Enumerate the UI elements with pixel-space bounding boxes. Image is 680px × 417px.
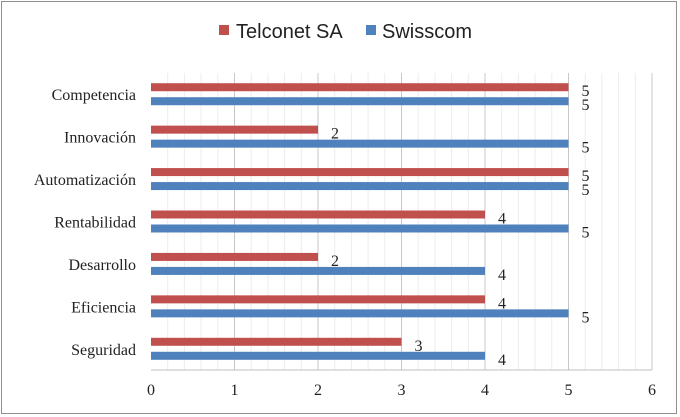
category-label: Desarrollo <box>68 257 136 274</box>
bar-telconet <box>151 337 402 346</box>
data-label: 4 <box>498 295 506 312</box>
legend-label-swisscom: Swisscom <box>382 21 472 43</box>
bar-swisscom <box>151 266 485 275</box>
data-label: 5 <box>582 168 590 185</box>
data-label: 4 <box>498 267 506 284</box>
bar-telconet <box>151 168 569 177</box>
bar-swisscom <box>151 224 569 233</box>
data-label: 5 <box>582 140 590 157</box>
bar-swisscom <box>151 309 569 318</box>
bar-telconet <box>151 210 485 219</box>
x-tick-label: 3 <box>398 382 406 399</box>
x-tick-label: 5 <box>565 382 573 399</box>
data-label: 3 <box>415 338 423 355</box>
category-label: Rentabilidad <box>54 215 136 232</box>
bar-telconet <box>151 295 485 304</box>
category-label: Eficiencia <box>71 299 136 316</box>
legend: Telconet SA Swisscom <box>219 21 472 43</box>
x-tick-label: 4 <box>481 382 489 399</box>
category-label: Innovación <box>64 130 136 147</box>
data-label: 2 <box>331 126 339 143</box>
x-tick-label: 1 <box>231 382 239 399</box>
data-label: 2 <box>331 253 339 270</box>
legend-swatch-telconet <box>219 25 229 35</box>
data-label: 5 <box>582 182 590 199</box>
x-tick-label: 2 <box>314 382 322 399</box>
bar-telconet <box>151 125 318 134</box>
bar-swisscom <box>151 97 569 106</box>
data-label: 5 <box>582 83 590 100</box>
bar-telconet <box>151 252 318 261</box>
category-label: Seguridad <box>71 342 136 359</box>
data-label: 4 <box>498 352 506 369</box>
x-tick-label: 6 <box>648 382 656 399</box>
legend-swatch-swisscom <box>366 25 376 35</box>
data-label: 5 <box>582 97 590 114</box>
bar-swisscom <box>151 182 569 191</box>
bar-swisscom <box>151 139 569 148</box>
category-label: Competencia <box>52 87 136 104</box>
bar-telconet <box>151 83 569 92</box>
bar-swisscom <box>151 351 485 360</box>
category-label: Automatización <box>34 172 136 189</box>
legend-label-telconet: Telconet SA <box>236 21 343 43</box>
x-tick-label: 0 <box>147 382 155 399</box>
data-label: 5 <box>582 225 590 242</box>
data-label: 4 <box>498 211 506 228</box>
data-label: 5 <box>582 309 590 326</box>
